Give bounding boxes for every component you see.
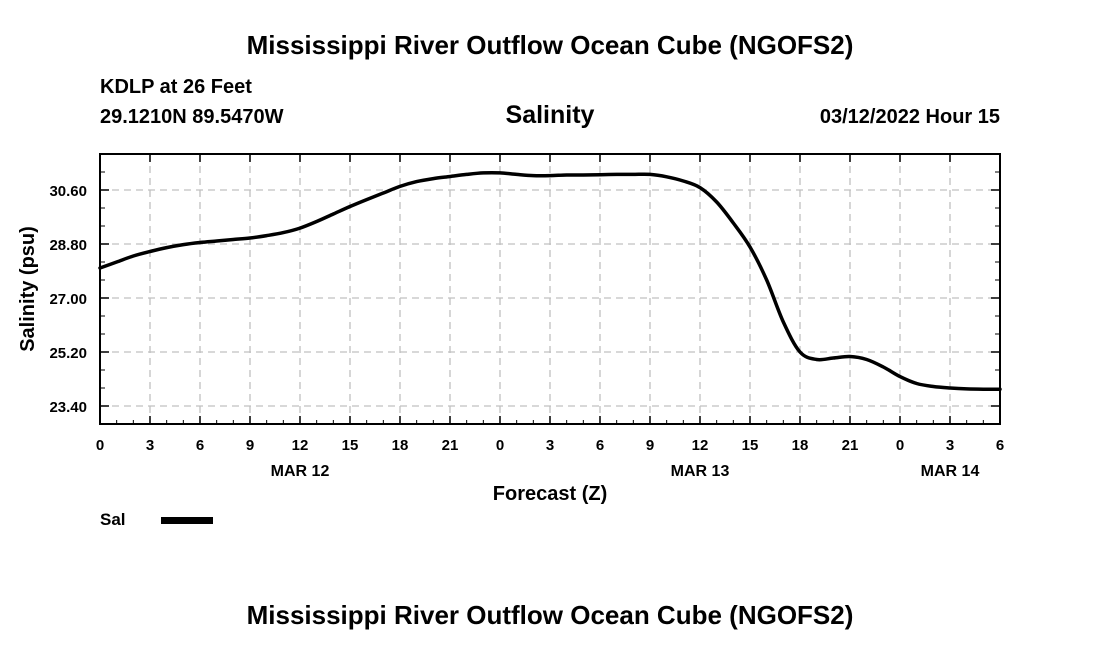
salinity-series-line bbox=[98, 170, 1002, 391]
x-tick-label: 15 bbox=[342, 437, 359, 454]
y-tick-label: 25.20 bbox=[49, 345, 87, 362]
plot-frame bbox=[99, 153, 1001, 425]
y-tick-label: 28.80 bbox=[49, 237, 87, 254]
x-tick-label: 6 bbox=[596, 437, 604, 454]
x-tick-label: 21 bbox=[442, 437, 459, 454]
x-tick-label: 3 bbox=[946, 437, 954, 454]
forecast-datetime: 03/12/2022 Hour 15 bbox=[819, 106, 1000, 128]
y-tick-label: 27.00 bbox=[49, 291, 87, 308]
plot-title: Salinity bbox=[505, 101, 595, 129]
legend-label: Sal bbox=[100, 510, 126, 529]
x-tick-label: 6 bbox=[196, 437, 204, 454]
grid-lines bbox=[100, 154, 1000, 424]
y-axis-label: Salinity (psu) bbox=[17, 226, 39, 352]
date-label: MAR 12 bbox=[271, 463, 330, 480]
station-coords: 29.1210N 89.5470W bbox=[100, 106, 284, 128]
x-tick-label: 21 bbox=[842, 437, 859, 454]
date-label: MAR 13 bbox=[671, 463, 730, 480]
chart-title-top: Mississippi River Outflow Ocean Cube (NG… bbox=[246, 30, 854, 60]
x-tick-label: 12 bbox=[292, 437, 309, 454]
x-tick-labels: 0 3 6 9 12 15 18 21 0 3 6 9 12 15 18 21 0 3 6 bbox=[96, 437, 1004, 454]
x-tick-label: 3 bbox=[146, 437, 154, 454]
station-name: KDLP at 26 Feet bbox=[100, 76, 252, 98]
x-tick-label: 18 bbox=[392, 437, 409, 454]
y-tick-labels: 23.40 25.20 27.00 28.80 30.60 bbox=[49, 183, 87, 416]
x-tick-label: 18 bbox=[792, 437, 809, 454]
x-tick-label: 15 bbox=[742, 437, 759, 454]
chart-title-bottom: Mississippi River Outflow Ocean Cube (NG… bbox=[246, 600, 854, 630]
x-tick-label: 0 bbox=[896, 437, 904, 454]
x-tick-label: 3 bbox=[546, 437, 554, 454]
x-tick-label: 0 bbox=[496, 437, 504, 454]
y-tick-label: 30.60 bbox=[49, 183, 87, 200]
date-labels: MAR 12 MAR 13 MAR 14 bbox=[271, 463, 980, 480]
x-tick-label: 12 bbox=[692, 437, 709, 454]
y-tick-label: 23.40 bbox=[49, 399, 87, 416]
x-axis-label: Forecast (Z) bbox=[493, 483, 607, 505]
x-tick-label: 9 bbox=[646, 437, 654, 454]
legend-swatch bbox=[161, 517, 213, 524]
x-tick-label: 0 bbox=[96, 437, 104, 454]
date-label: MAR 14 bbox=[921, 463, 980, 480]
x-tick-label: 9 bbox=[246, 437, 254, 454]
x-tick-label: 6 bbox=[996, 437, 1004, 454]
